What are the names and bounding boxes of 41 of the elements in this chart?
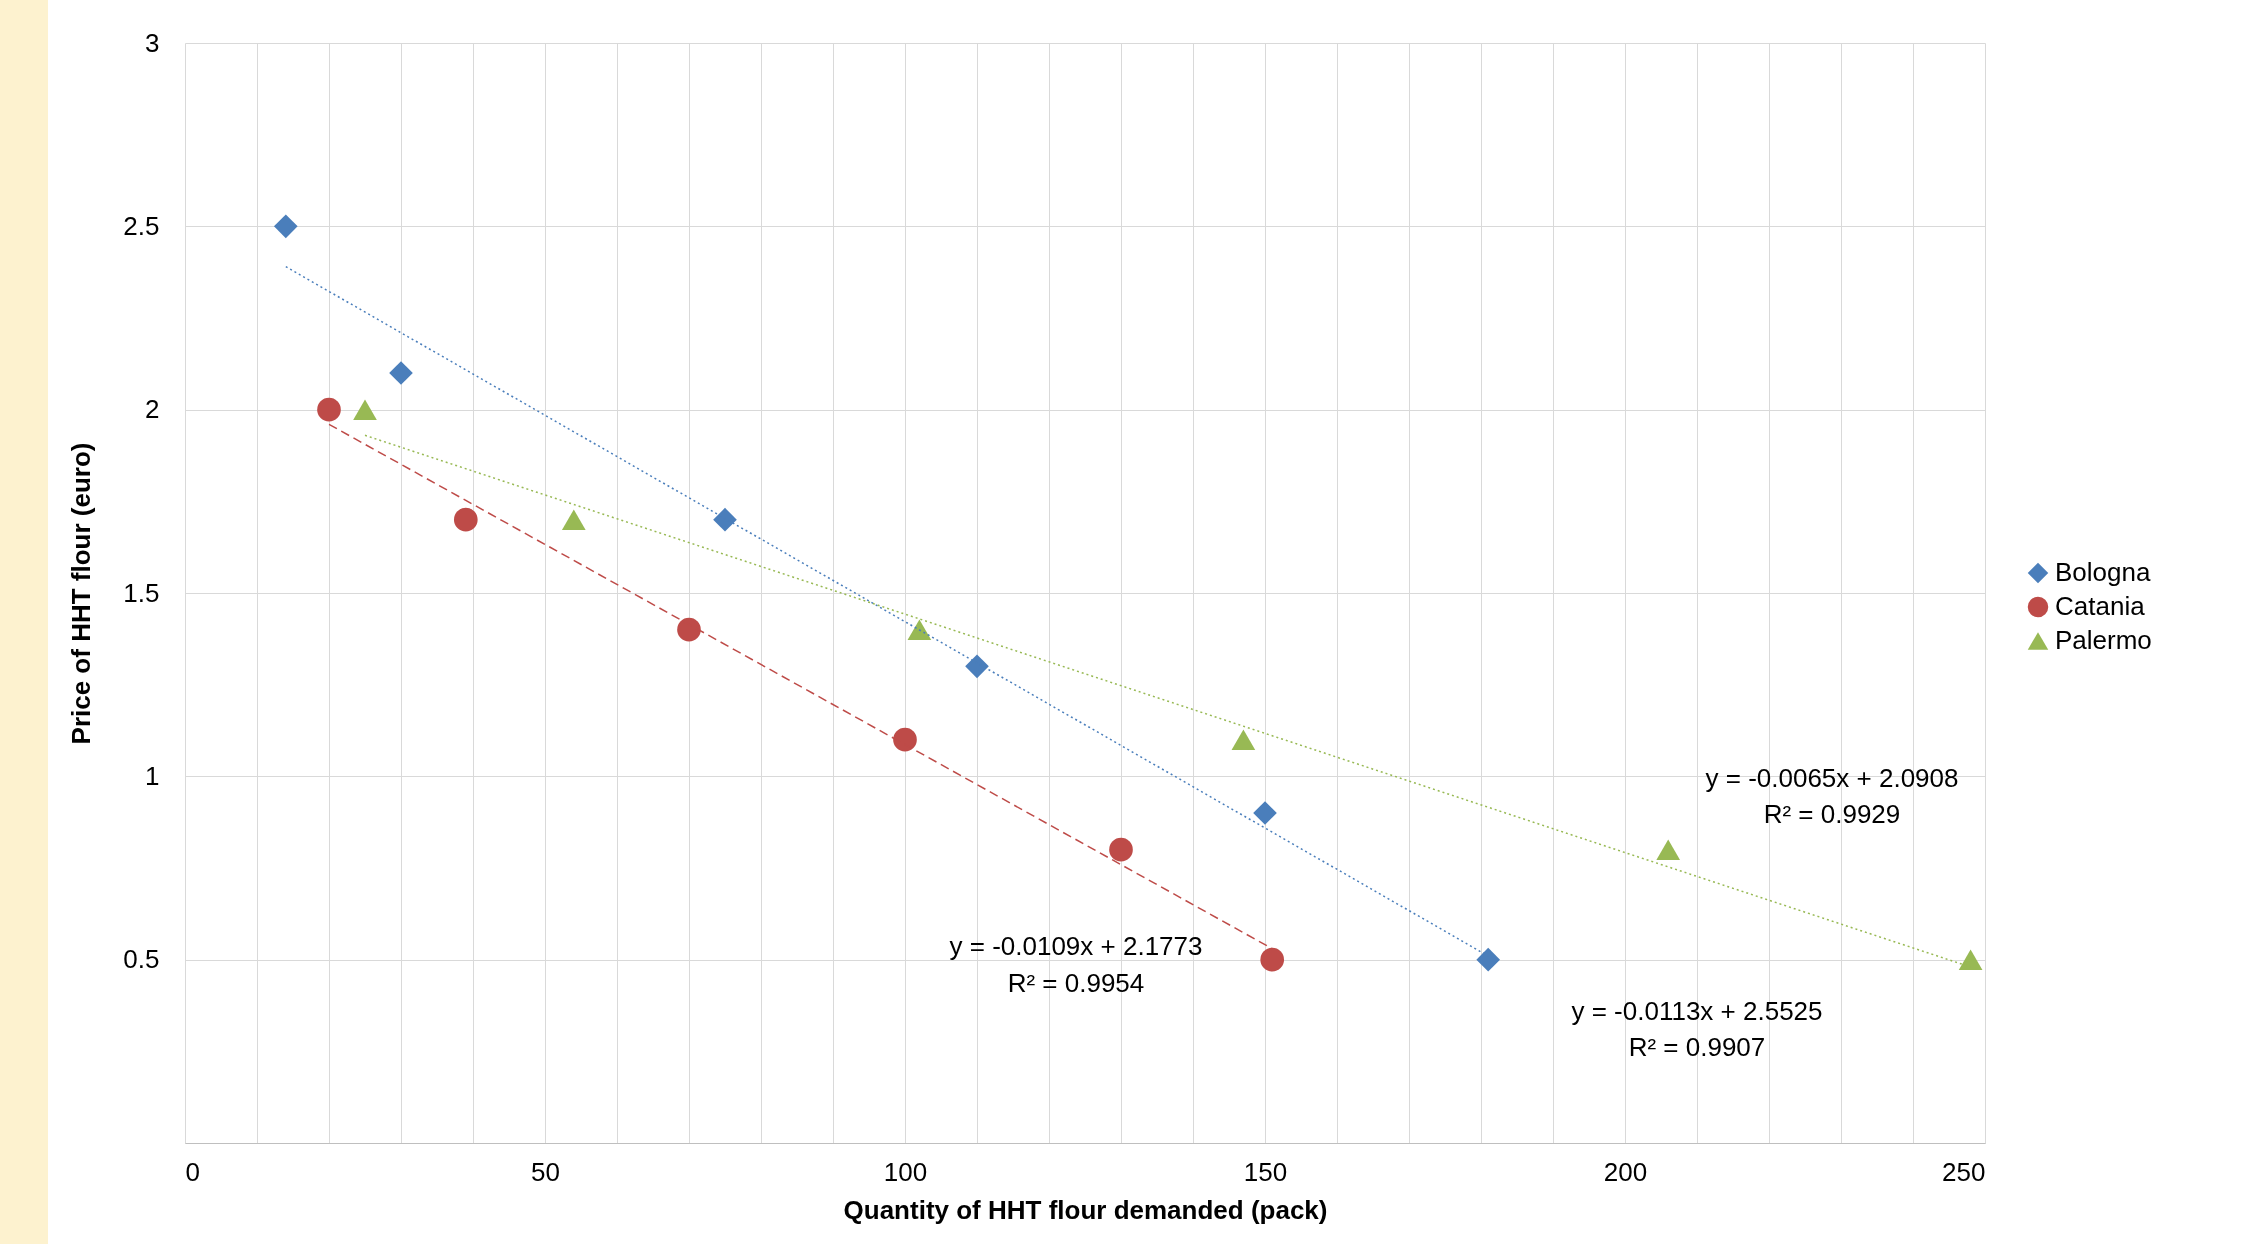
point [353,399,377,420]
legend-label: Catania [2055,591,2146,621]
y-tick-label: 3 [145,27,160,58]
point [907,619,932,640]
point [273,214,298,239]
annotation: R² = 0.9929 [1763,799,1901,830]
annotation: y = -0.0109x + 2.1773 [949,931,1203,962]
point [1260,947,1285,972]
x-tick-label: 150 [1243,1156,1288,1187]
x-tick-label: 200 [1603,1156,1648,1187]
point [1253,801,1277,825]
point [1476,947,1501,972]
point [561,509,586,530]
annotation: R² = 0.9954 [1007,967,1145,998]
annotation: y = -0.0065x + 2.0908 [1705,762,1959,793]
point [965,654,989,679]
x-axis-title: Quantity of HHT flour demanded (pack) [843,1194,1328,1225]
point [453,507,478,532]
legend-label: Bologna [2055,557,2151,587]
y-tick-label: 1 [145,760,160,791]
y-tick-label: 2.5 [123,210,160,241]
point [1656,839,1681,860]
x-tick-label: 50 [531,1156,560,1187]
point [1958,949,1983,970]
y-tick-label: 0.5 [123,944,160,975]
point [713,507,737,532]
x-tick-label: 100 [883,1156,928,1187]
y-tick-label: 1.5 [123,577,160,608]
x-tick-label: 250 [1942,1156,1986,1187]
annotation: y = -0.0113x + 2.5525 [1571,996,1823,1027]
annotation: R² = 0.9907 [1628,1032,1766,1063]
point [1231,729,1256,750]
point [677,617,701,642]
y-tick-label: 2 [145,394,160,425]
point [317,397,341,422]
point [1109,837,1133,862]
point [389,361,413,385]
x-tick-label: 0 [185,1156,200,1187]
legend-label: Palermo [2055,625,2152,655]
y-axis-title: Price of HHT flour (euro) [66,442,97,745]
point [893,727,917,752]
